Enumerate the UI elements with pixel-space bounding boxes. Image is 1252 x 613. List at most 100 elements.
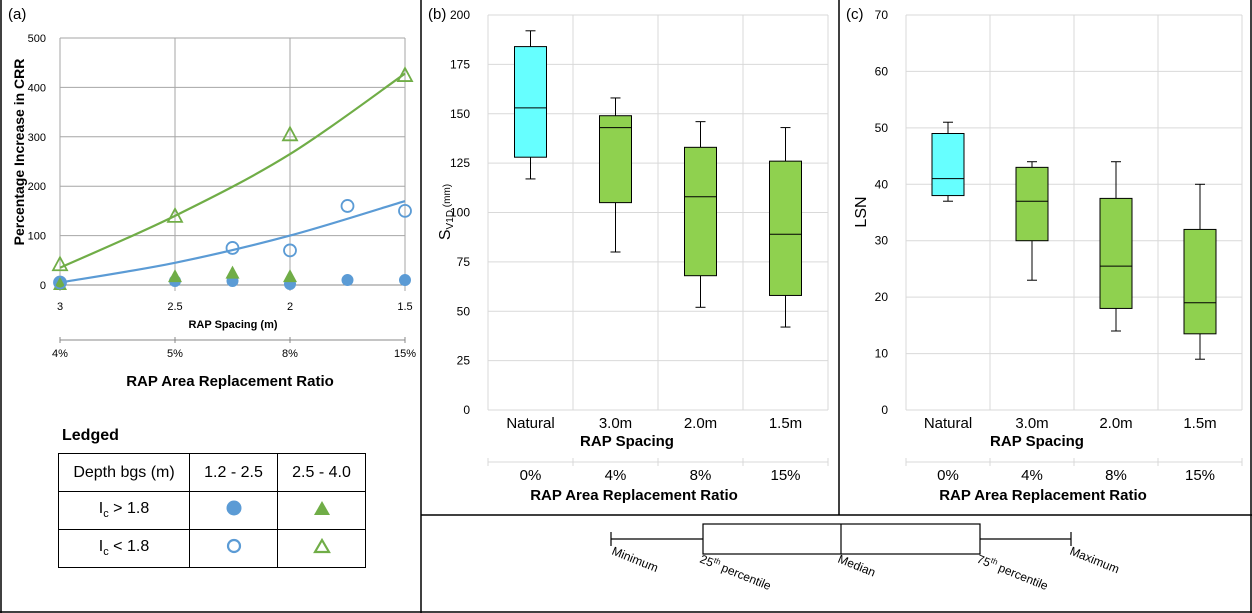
c-ytick-label: 40 xyxy=(875,177,889,191)
a-point-open-circle xyxy=(340,199,355,213)
panel-c-xlabel-ratio: RAP Area Replacement Ratio xyxy=(939,487,1147,504)
ic-subscript: c xyxy=(103,508,109,521)
c-box xyxy=(1183,228,1217,335)
a-ytick-label: 500 xyxy=(28,33,46,45)
legend-row-ic-lt: Ic < 1.8 xyxy=(58,529,366,568)
panel-c-chart: (c) LSN RAP Spacing RAP Area Replacement… xyxy=(846,6,1243,504)
b-ytick-label: 150 xyxy=(450,107,470,121)
b-ratio-label: 8% xyxy=(690,467,712,484)
panel-b-xaxis: Natural 0% 3.0m 4% 2.0m 8% 1.5m 15% xyxy=(487,415,829,484)
b-box xyxy=(514,46,547,158)
b-category-label: 2.0m xyxy=(684,415,717,432)
ic-symbol: I xyxy=(98,500,104,518)
a-point-filled-circle xyxy=(399,274,411,287)
c-ytick-label: 70 xyxy=(875,8,889,22)
a-point-open-triangle xyxy=(281,125,299,142)
c-ytick-label: 0 xyxy=(881,403,888,417)
panel-a-axes: 0 100 200 300 400 500 3 4% 2.5 5% 2 8% 1.5 15% xyxy=(28,33,417,360)
c-box xyxy=(931,133,965,197)
panel-c-grid: 0 10 20 30 40 50 60 70 xyxy=(875,8,1243,417)
b-ytick-label: 175 xyxy=(450,57,470,71)
a-xtick-ratio: 8% xyxy=(282,348,298,360)
b-ytick-label: 100 xyxy=(450,206,470,220)
a-point-open-circle xyxy=(398,203,412,218)
c-category-label: 2.0m xyxy=(1099,415,1132,432)
a-point-filled-triangle xyxy=(283,269,297,283)
b-ytick-label: 200 xyxy=(450,8,470,22)
c-ytick-label: 10 xyxy=(875,347,889,361)
panel-b-ylabel: SV1D (mm) xyxy=(437,184,456,240)
panel-c-boxes xyxy=(931,121,1217,360)
a-point-open-circle xyxy=(225,241,240,255)
c-ratio-label: 15% xyxy=(1185,467,1215,484)
panel-c-xaxis: Natural 0% 3.0m 4% 2.0m 8% 1.5m 15% xyxy=(905,415,1243,484)
c-category-label: 1.5m xyxy=(1183,415,1216,432)
a-xtick-spacing: 1.5 xyxy=(397,301,412,313)
b-ytick-label: 50 xyxy=(457,304,471,318)
ic-threshold: > 1.8 xyxy=(108,500,150,518)
c-ytick-label: 30 xyxy=(875,234,889,248)
b-category-label: 1.5m xyxy=(769,415,802,432)
b-box xyxy=(599,115,632,204)
key-median-label: Median xyxy=(836,552,878,580)
legend-header-row: Depth bgs (m) 1.2 - 2.5 2.5 - 4.0 xyxy=(58,453,366,492)
a-point-filled-circle xyxy=(341,274,354,287)
legend-row-ic-gt: Ic > 1.8 xyxy=(58,491,366,530)
a-ytick-label: 200 xyxy=(28,181,46,193)
panel-a-chart: (a) Percentage Increase in CRR RAP Spaci… xyxy=(8,6,417,390)
a-ytick-label: 400 xyxy=(28,82,46,94)
panel-a-xlabel-ratio: RAP Area Replacement Ratio xyxy=(126,373,334,390)
b-ratio-label: 15% xyxy=(770,467,800,484)
panel-c-label: (c) xyxy=(846,6,864,23)
c-ytick-label: 60 xyxy=(875,64,889,78)
a-ytick-label: 100 xyxy=(28,231,46,243)
legend-filled-triangle-icon xyxy=(277,491,366,530)
a-xtick-ratio: 15% xyxy=(394,348,416,360)
ic-subscript: c xyxy=(103,546,109,559)
legend-row-ic-gt-label: Ic > 1.8 xyxy=(58,491,190,530)
legend-open-circle-icon xyxy=(189,529,278,568)
a-point-open-circle xyxy=(53,275,67,290)
a-point-filled-triangle xyxy=(168,269,182,283)
legend-open-triangle-icon xyxy=(277,529,366,568)
a-ytick-label: 300 xyxy=(28,132,46,144)
panel-a-trendlines xyxy=(59,72,406,284)
a-trend-line xyxy=(59,72,406,269)
c-ytick-label: 20 xyxy=(875,290,889,304)
panel-b-xlabel-ratio: RAP Area Replacement Ratio xyxy=(530,487,738,504)
legend-title: Ledged xyxy=(62,427,119,444)
c-ratio-label: 0% xyxy=(937,467,959,484)
legend-header-depth: Depth bgs (m) xyxy=(58,453,190,492)
a-point-open-circle xyxy=(283,243,297,258)
panel-a-points xyxy=(51,66,414,291)
key-p25-label: 25th percentile xyxy=(698,551,774,593)
a-point-filled-triangle xyxy=(225,265,240,279)
a-xtick-spacing: 3 xyxy=(57,301,63,313)
panel-a-xlabel-spacing: RAP Spacing (m) xyxy=(188,319,277,331)
legend-header-deep: 2.5 - 4.0 xyxy=(277,453,366,492)
b-ytick-label: 125 xyxy=(450,156,470,170)
key-p75-label: 75th percentile xyxy=(975,551,1051,593)
legend-row-ic-lt-label: Ic < 1.8 xyxy=(58,529,190,568)
b-ytick-label: 75 xyxy=(457,255,471,269)
panel-b-xlabel-spacing: RAP Spacing xyxy=(580,433,674,450)
a-ytick-label: 0 xyxy=(40,280,46,292)
b-category-label: Natural xyxy=(506,415,554,432)
boxplot-key: Minimum 25th percentile Median 75th perc… xyxy=(610,523,1121,593)
panel-c-xlabel-spacing: RAP Spacing xyxy=(990,433,1084,450)
legend-filled-circle-icon xyxy=(189,491,278,530)
key-minimum-label: Minimum xyxy=(610,544,660,575)
a-point-open-triangle xyxy=(396,66,414,82)
c-category-label: Natural xyxy=(924,415,972,432)
panel-c-ylabel: LSN xyxy=(853,196,870,227)
panel-a-label: (a) xyxy=(8,6,26,23)
a-point-open-triangle xyxy=(166,206,184,223)
c-box xyxy=(1015,166,1049,242)
panel-a-ylabel: Percentage Increase in CRR xyxy=(11,59,27,246)
legend-header-shallow: 1.2 - 2.5 xyxy=(189,453,278,492)
b-ytick-label: 25 xyxy=(457,354,471,368)
b-ratio-label: 4% xyxy=(605,467,627,484)
c-box xyxy=(1099,197,1133,309)
c-category-label: 3.0m xyxy=(1015,415,1048,432)
